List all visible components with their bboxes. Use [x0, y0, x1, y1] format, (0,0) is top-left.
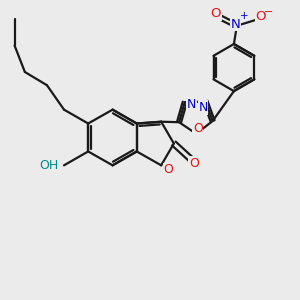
Text: OH: OH	[40, 159, 59, 172]
Text: O: O	[164, 163, 173, 176]
Text: +: +	[240, 11, 248, 21]
Text: O: O	[210, 7, 221, 20]
Text: N: N	[230, 18, 240, 31]
Text: −: −	[264, 7, 273, 16]
Text: O: O	[189, 157, 199, 170]
Text: N: N	[187, 98, 196, 111]
Text: O: O	[255, 10, 266, 23]
Text: N: N	[199, 101, 208, 114]
Text: O: O	[193, 122, 203, 135]
